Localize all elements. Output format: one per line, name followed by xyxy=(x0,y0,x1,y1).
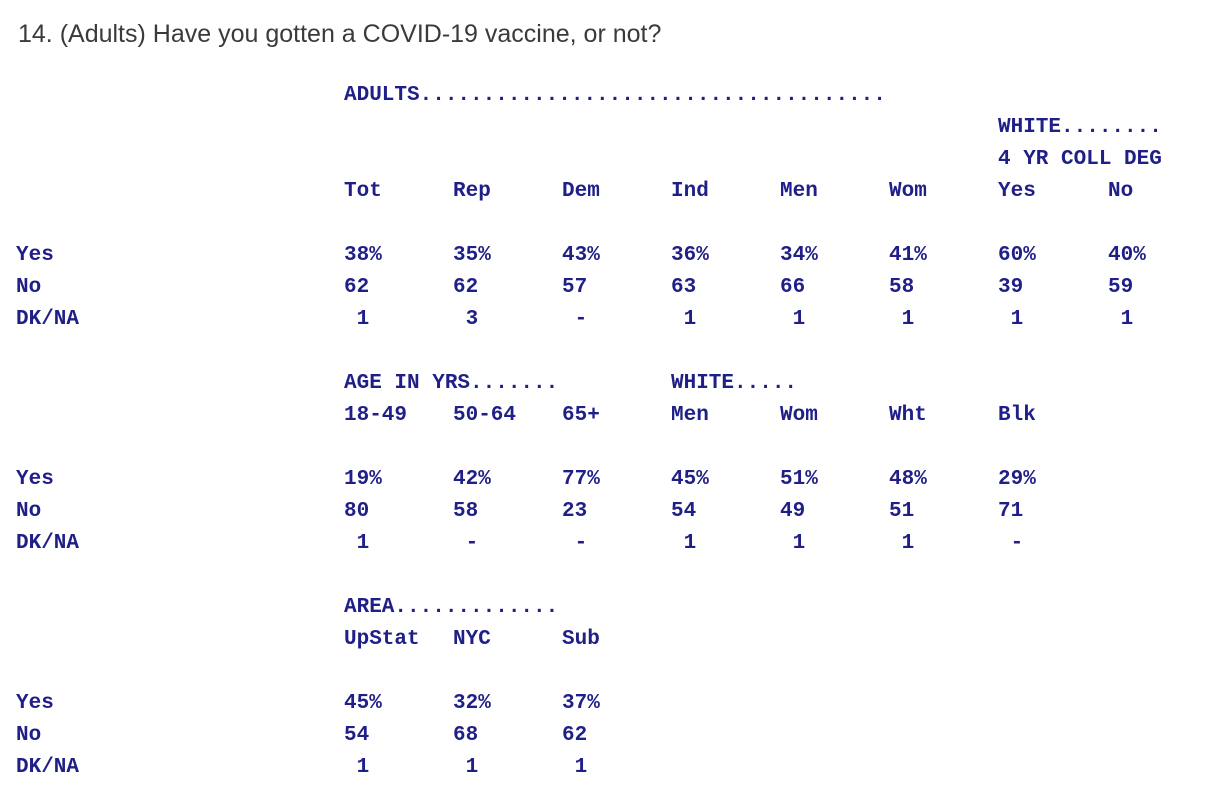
table-cell: 49 xyxy=(780,496,805,528)
table-cell: - xyxy=(562,304,587,336)
section2-col-header: 65+ xyxy=(562,400,600,432)
row-label: Yes xyxy=(16,240,54,272)
table-cell: 3 xyxy=(453,304,478,336)
table-cell: 40% xyxy=(1108,240,1146,272)
table-cell: 45% xyxy=(671,464,709,496)
section2-col-header: 18-49 xyxy=(344,400,407,432)
row-label: Yes xyxy=(16,464,54,496)
section1-col-header: Wom xyxy=(889,176,927,208)
table-cell: 42% xyxy=(453,464,491,496)
table-cell: 23 xyxy=(562,496,587,528)
table-cell: 54 xyxy=(344,720,369,752)
table-cell: 1 xyxy=(344,752,369,784)
table-cell: 62 xyxy=(344,272,369,304)
section2-col-header: Blk xyxy=(998,400,1036,432)
table-cell: 32% xyxy=(453,688,491,720)
table-cell: 41% xyxy=(889,240,927,272)
table-cell: 57 xyxy=(562,272,587,304)
table-cell: 63 xyxy=(671,272,696,304)
table-cell: 66 xyxy=(780,272,805,304)
table-cell: 59 xyxy=(1108,272,1133,304)
section1-col-header: No xyxy=(1108,176,1133,208)
table-cell: 39 xyxy=(998,272,1023,304)
table-cell: 62 xyxy=(562,720,587,752)
section2-col-header: Wom xyxy=(780,400,818,432)
table-cell: 37% xyxy=(562,688,600,720)
table-cell: 38% xyxy=(344,240,382,272)
section1-col-header: Rep xyxy=(453,176,491,208)
section3-col-header: Sub xyxy=(562,624,600,656)
table-cell: 1 xyxy=(453,752,478,784)
row-label: DK/NA xyxy=(16,304,79,336)
table-cell: - xyxy=(562,528,587,560)
table-cell: 1 xyxy=(1108,304,1133,336)
section1-group-header: ADULTS..................................… xyxy=(344,80,886,112)
row-label: Yes xyxy=(16,688,54,720)
table-cell: 80 xyxy=(344,496,369,528)
table-cell: 1 xyxy=(889,304,914,336)
question-title: 14. (Adults) Have you gotten a COVID-19 … xyxy=(18,20,661,49)
row-label: No xyxy=(16,720,41,752)
table-cell: 48% xyxy=(889,464,927,496)
table-cell: 35% xyxy=(453,240,491,272)
table-cell: 58 xyxy=(453,496,478,528)
table-cell: 43% xyxy=(562,240,600,272)
section1-col-header: Men xyxy=(780,176,818,208)
section2-col-header: Men xyxy=(671,400,709,432)
row-label: DK/NA xyxy=(16,752,79,784)
section3-col-header: NYC xyxy=(453,624,491,656)
table-cell: 68 xyxy=(453,720,478,752)
table-cell: 34% xyxy=(780,240,818,272)
table-cell: 19% xyxy=(344,464,382,496)
table-cell: 1 xyxy=(344,304,369,336)
table-cell: 60% xyxy=(998,240,1036,272)
table-cell: 45% xyxy=(344,688,382,720)
table-cell: 62 xyxy=(453,272,478,304)
table-cell: 29% xyxy=(998,464,1036,496)
row-label: No xyxy=(16,272,41,304)
table-cell: - xyxy=(453,528,478,560)
section2-group-header-age: AGE IN YRS....... xyxy=(344,368,558,400)
table-cell: 1 xyxy=(780,528,805,560)
table-cell: 1 xyxy=(998,304,1023,336)
section1-subgroup-header-line1: WHITE........ xyxy=(998,112,1162,144)
table-cell: 36% xyxy=(671,240,709,272)
section1-col-header: Tot xyxy=(344,176,382,208)
table-cell: 1 xyxy=(562,752,587,784)
section3-col-header: UpStat xyxy=(344,624,420,656)
table-cell: 51 xyxy=(889,496,914,528)
table-cell: 1 xyxy=(671,304,696,336)
table-cell: 1 xyxy=(889,528,914,560)
section1-col-header: Ind xyxy=(671,176,709,208)
section3-group-header: AREA............. xyxy=(344,592,558,624)
row-label: No xyxy=(16,496,41,528)
section1-col-header: Yes xyxy=(998,176,1036,208)
table-cell: - xyxy=(998,528,1023,560)
table-cell: 1 xyxy=(671,528,696,560)
section1-col-header: Dem xyxy=(562,176,600,208)
row-label: DK/NA xyxy=(16,528,79,560)
table-cell: 1 xyxy=(780,304,805,336)
table-cell: 1 xyxy=(344,528,369,560)
section2-col-header: Wht xyxy=(889,400,927,432)
section2-col-header: 50-64 xyxy=(453,400,516,432)
table-cell: 51% xyxy=(780,464,818,496)
table-cell: 77% xyxy=(562,464,600,496)
table-cell: 71 xyxy=(998,496,1023,528)
section1-subgroup-header-line2: 4 YR COLL DEG xyxy=(998,144,1162,176)
table-cell: 54 xyxy=(671,496,696,528)
table-cell: 58 xyxy=(889,272,914,304)
section2-group-header-white: WHITE..... xyxy=(671,368,797,400)
